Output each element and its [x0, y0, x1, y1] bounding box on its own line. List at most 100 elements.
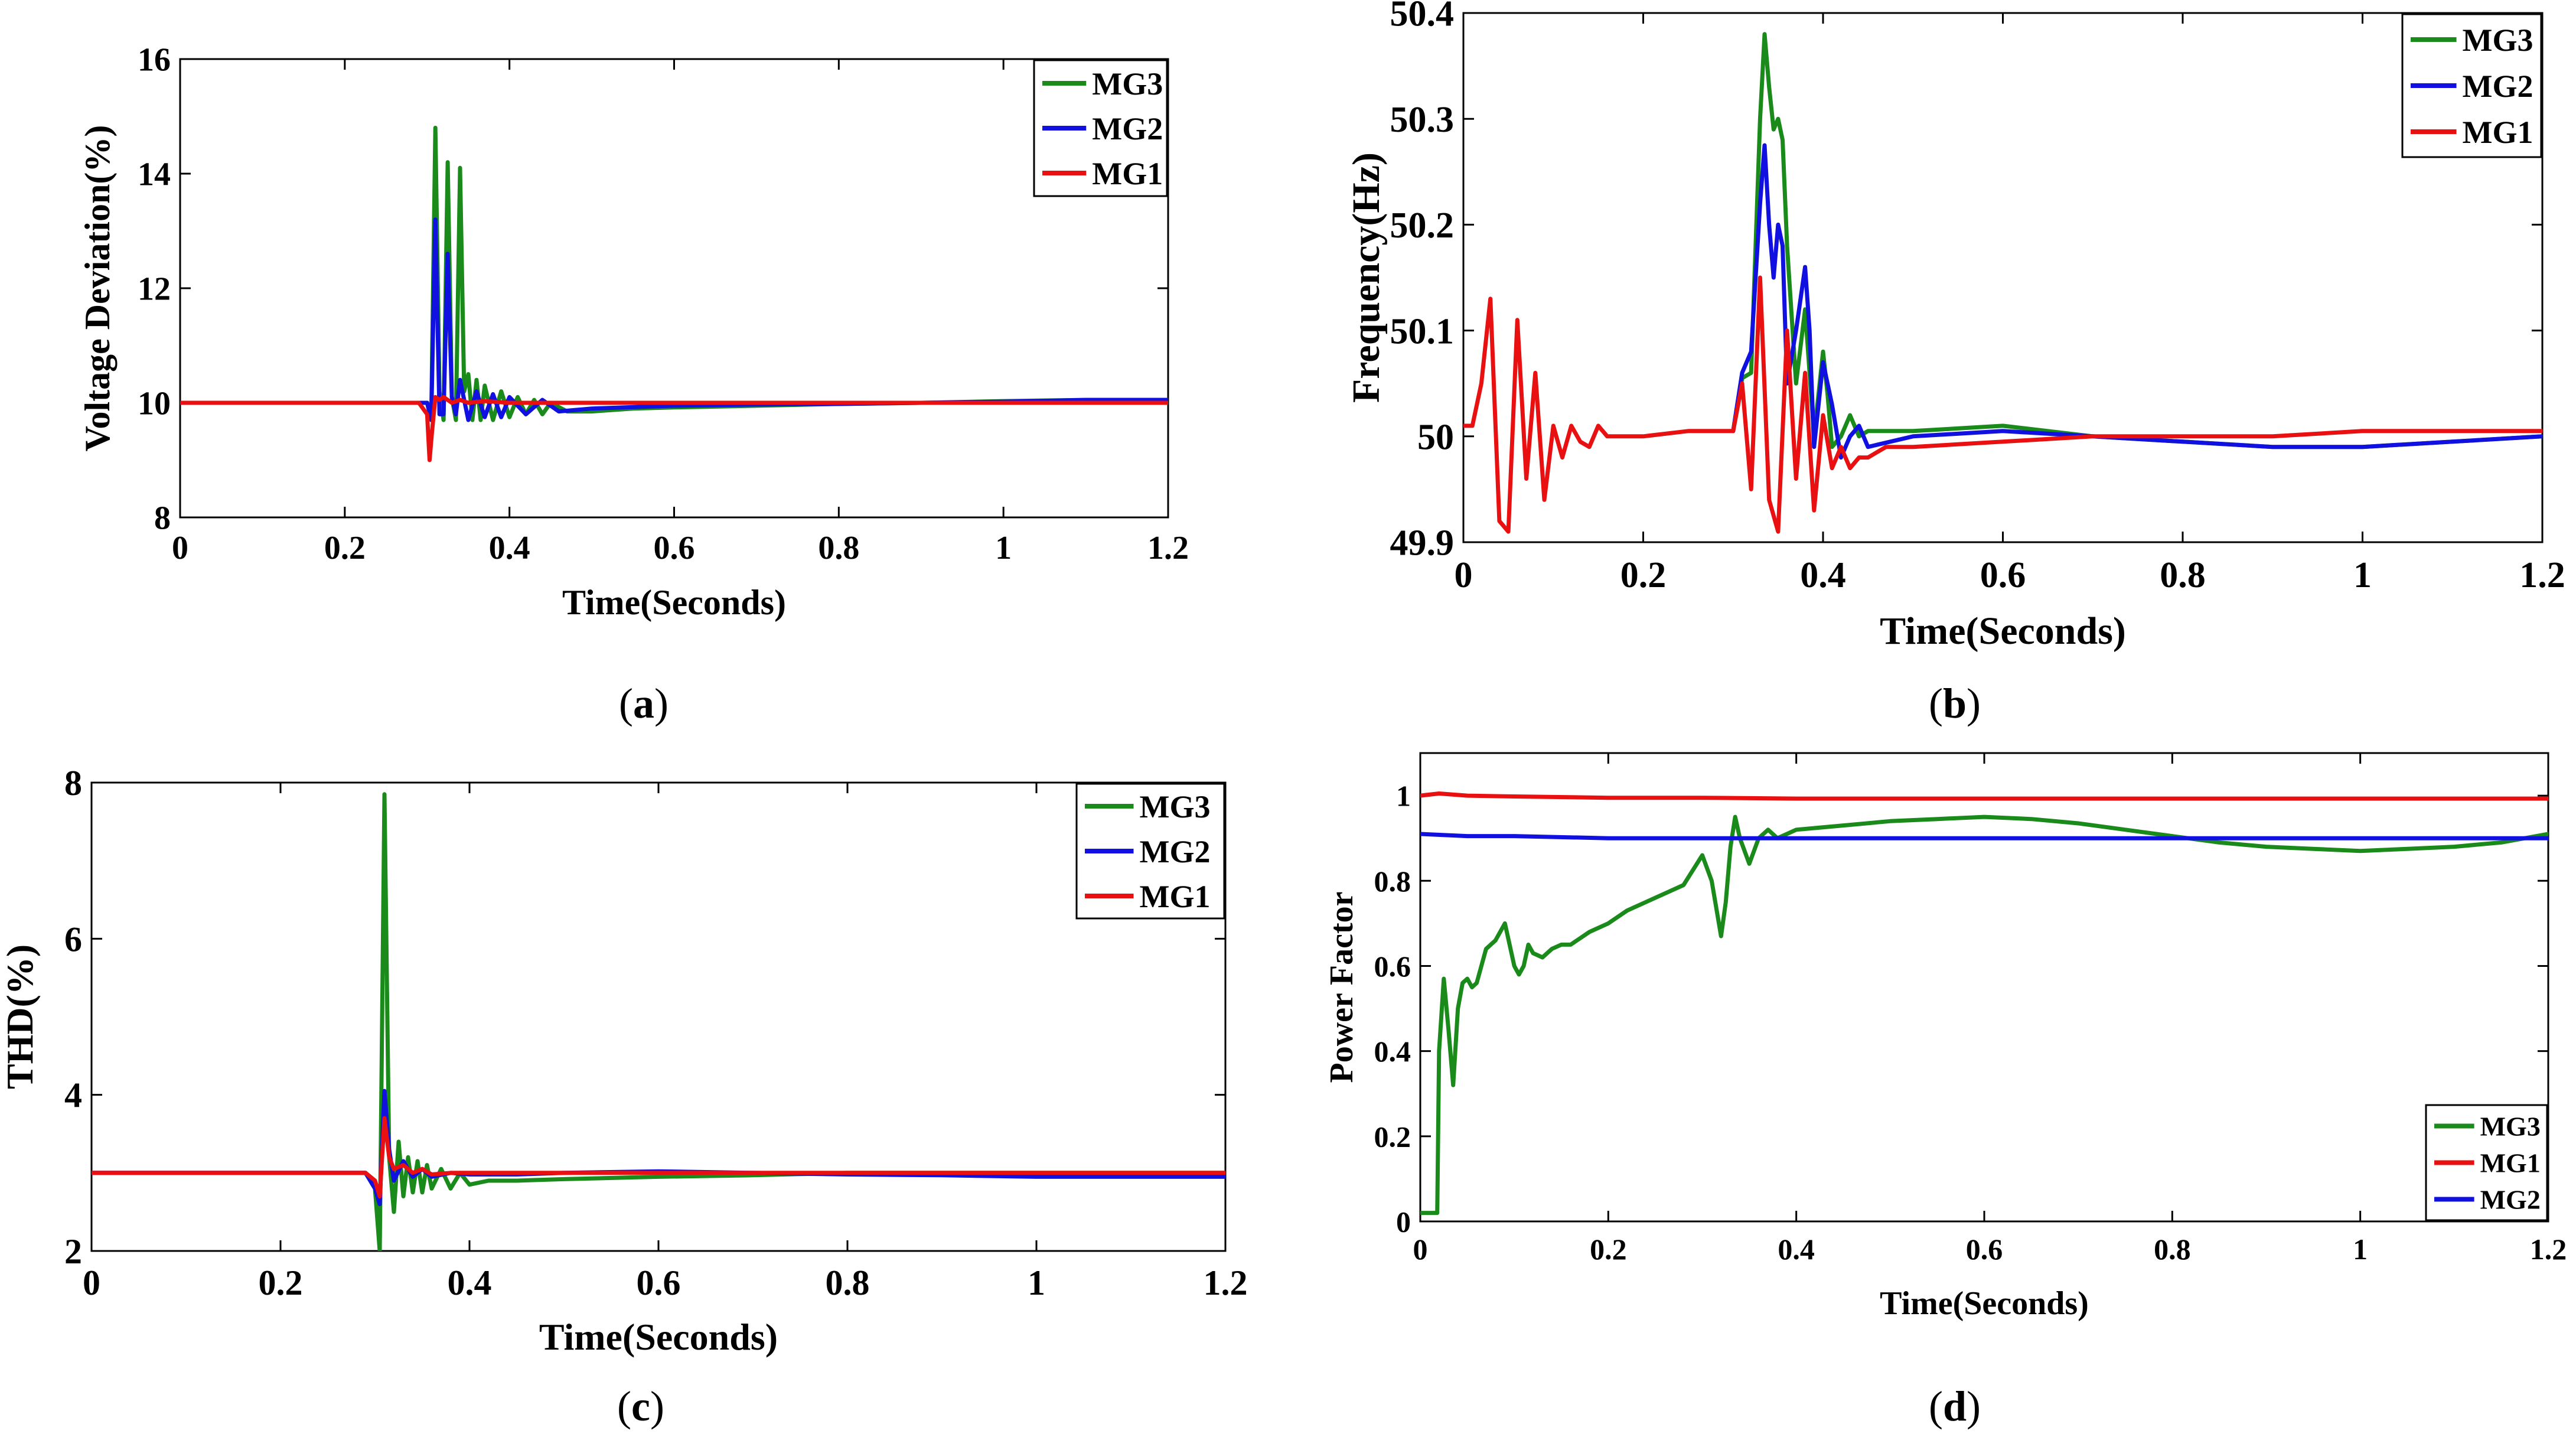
panel-b-frequency: 0 0.2 0.4 0.6 0.8 1 1.2 49.9 50 50.1 50.2 50.3 50.4 M…	[1345, 0, 2565, 727]
y-tick-label: 12	[138, 271, 171, 308]
y-tick-label: 8	[64, 764, 82, 803]
x-tick-label: 0.2	[1590, 1233, 1627, 1266]
series-group	[180, 125, 1168, 462]
x-tick-label: 1.2	[1204, 1263, 1248, 1302]
y-tick-label: 10	[138, 386, 171, 422]
legend: MG3 MG2 MG1	[1075, 783, 1225, 920]
series-line-mg1	[92, 1116, 1225, 1198]
x-tick-label: 0.6	[637, 1263, 681, 1302]
y-tick-label: 49.9	[1390, 523, 1455, 563]
caption-letter: d	[1943, 1383, 1967, 1430]
plot-frame	[1462, 12, 2544, 543]
caption-letter: c	[631, 1383, 650, 1430]
y-tick-label: 0.4	[1374, 1035, 1411, 1068]
x-tick-label: 1.2	[2530, 1233, 2567, 1266]
y-axis-label: Power Factor	[1323, 892, 1360, 1083]
y-tick-label: 14	[138, 157, 171, 193]
legend-label-mg2: MG2	[1140, 834, 1211, 869]
series-line-mg2	[1731, 143, 2542, 460]
x-axis-label: Time(Seconds)	[539, 1316, 778, 1358]
x-tick-label: 1	[995, 530, 1012, 566]
x-tick-label: 1	[2353, 555, 2372, 595]
caption-paren-close: )	[654, 680, 669, 727]
x-tick-label: 0.6	[1980, 555, 2026, 595]
y-axis-label: Frequency(Hz)	[1345, 152, 1388, 403]
x-tick-label: 0	[1413, 1233, 1428, 1266]
series-line-mg1	[180, 395, 1168, 462]
legend-label-mg2: MG2	[2463, 69, 2533, 104]
panel-a-voltage-deviation: 0 0.2 0.4 0.6 0.8 1 1.2 8 10 12 14 16 MG3 MG2 MG1 Time(…	[78, 42, 1189, 727]
y-tick-label: 0.6	[1374, 950, 1411, 983]
legend-label-mg3: MG3	[2480, 1112, 2541, 1142]
y-tick-label: 50.2	[1390, 206, 1455, 246]
legend-label-mg1: MG1	[2463, 115, 2533, 150]
y-tick-label: 6	[64, 920, 82, 959]
legend-label-mg2: MG2	[2480, 1185, 2541, 1215]
x-tick-label: 0.8	[818, 530, 859, 566]
caption-paren-close: )	[1967, 680, 1981, 727]
caption-paren-open: (	[619, 680, 633, 727]
x-tick-label: 1	[1028, 1263, 1045, 1302]
series-line-mg3	[1420, 814, 2548, 1216]
legend: MG3 MG2 MG1	[1033, 59, 1168, 197]
x-tick-label: 0.4	[489, 530, 530, 566]
panel-caption: (a)	[619, 680, 669, 727]
x-tick-label: 0.8	[826, 1263, 870, 1302]
x-tick-label: 0.6	[1966, 1233, 2003, 1266]
panel-caption: (b)	[1929, 680, 1981, 727]
series-group	[1463, 32, 2542, 534]
panel-caption: (c)	[617, 1383, 664, 1430]
caption-paren-close: )	[1967, 1383, 1981, 1430]
caption-paren-open: (	[1929, 1383, 1943, 1430]
series-line-mg2	[1420, 832, 2548, 840]
x-tick-label: 1.2	[1147, 530, 1189, 566]
x-tick-label: 0	[83, 1263, 100, 1302]
panel-d-power-factor: 0 0.2 0.4 0.6 0.8 1 1.2 0 0.2 0.4 0.6 0.8 1 MG3 MG1 MG2…	[1323, 752, 2567, 1430]
legend-label-mg3: MG3	[2463, 22, 2533, 58]
x-tick-label: 0.4	[1778, 1233, 1815, 1266]
y-axis-label: Voltage Deviation(%)	[78, 125, 117, 452]
legend-label-mg3: MG3	[1140, 789, 1211, 825]
x-axis-label: Time(Seconds)	[1880, 1285, 2089, 1322]
y-tick-label: 2	[64, 1232, 82, 1271]
legend-label-mg3: MG3	[1092, 66, 1163, 102]
x-tick-label: 0.2	[1620, 555, 1667, 595]
y-tick-label: 4	[64, 1076, 82, 1115]
plot-frame	[179, 58, 1169, 519]
legend-label-mg1: MG1	[2480, 1148, 2541, 1178]
caption-paren-open: (	[1929, 680, 1943, 727]
series-line-mg1	[1420, 791, 2548, 801]
x-tick-label: 0	[1455, 555, 1473, 595]
x-tick-label: 0.8	[2154, 1233, 2191, 1266]
y-tick-label: 1	[1396, 780, 1411, 813]
series-line-mg1	[1463, 275, 2542, 534]
y-tick-label: 8	[154, 500, 171, 537]
x-tick-label: 0.2	[324, 530, 366, 566]
legend-label-mg1: MG1	[1140, 879, 1211, 914]
x-tick-label: 0	[172, 530, 188, 566]
plot-frame	[1419, 752, 2549, 1223]
legend-label-mg2: MG2	[1092, 111, 1163, 146]
caption-letter: a	[633, 680, 654, 727]
x-tick-label: 1	[2353, 1233, 2368, 1266]
series-group	[1420, 791, 2548, 1216]
y-tick-label: 50	[1417, 418, 1454, 458]
legend: MG3 MG1 MG2	[2425, 1104, 2548, 1221]
series-group	[92, 792, 1225, 1251]
x-tick-label: 1.2	[2519, 555, 2565, 595]
caption-letter: b	[1943, 680, 1967, 727]
legend-label-mg1: MG1	[1092, 156, 1163, 191]
caption-paren-close: )	[650, 1383, 664, 1430]
y-tick-label: 0	[1396, 1205, 1411, 1239]
y-tick-label: 50.4	[1390, 0, 1455, 34]
panel-caption: (d)	[1929, 1383, 1981, 1430]
x-tick-label: 0.2	[259, 1263, 303, 1302]
y-tick-label: 16	[138, 42, 171, 79]
x-axis-label: Time(Seconds)	[562, 583, 786, 622]
x-axis-label: Time(Seconds)	[1880, 610, 2126, 653]
legend: MG3 MG2 MG1	[2401, 13, 2542, 158]
y-tick-label: 0.8	[1374, 865, 1411, 898]
caption-paren-open: (	[617, 1383, 631, 1430]
x-tick-label: 0.4	[1800, 555, 1846, 595]
